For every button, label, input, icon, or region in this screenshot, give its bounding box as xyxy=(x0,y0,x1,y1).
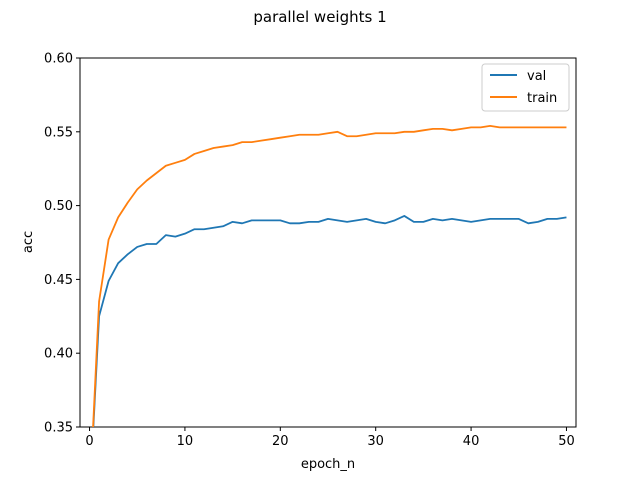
x-tick-label: 20 xyxy=(272,434,289,449)
y-tick-label: 0.50 xyxy=(44,199,73,214)
y-tick-label: 0.60 xyxy=(44,52,73,67)
y-axis: 0.35 0.40 0.45 0.50 0.55 0.60 xyxy=(44,52,80,436)
y-tick-label: 0.35 xyxy=(44,421,73,436)
series-layer xyxy=(92,125,567,427)
x-tick-label: 10 xyxy=(177,434,194,449)
chart-title: parallel weights 1 xyxy=(253,8,386,26)
y-axis-label: acc xyxy=(21,231,36,253)
series-line-train xyxy=(92,125,567,427)
x-axis-label: epoch_n xyxy=(301,457,355,472)
x-axis: 0 10 20 30 40 50 xyxy=(85,427,575,449)
legend-label-train: train xyxy=(527,91,557,106)
y-tick-label: 0.40 xyxy=(44,347,73,362)
series-line-val xyxy=(92,215,567,427)
x-tick-label: 50 xyxy=(558,434,575,449)
x-tick-label: 0 xyxy=(85,434,93,449)
x-tick-label: 40 xyxy=(463,434,480,449)
legend-label-val: val xyxy=(527,69,546,84)
legend: val train xyxy=(481,63,570,112)
x-tick-label: 30 xyxy=(367,434,384,449)
plot-area xyxy=(79,57,577,428)
y-tick-label: 0.55 xyxy=(44,125,73,140)
y-tick-label: 0.45 xyxy=(44,273,73,288)
